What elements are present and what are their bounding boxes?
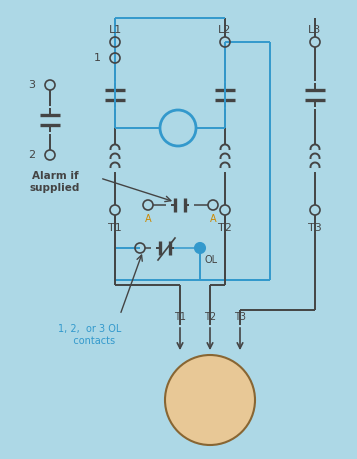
Text: T2: T2 [204, 312, 216, 322]
Text: L2: L2 [218, 25, 232, 35]
Text: T2: T2 [218, 223, 232, 233]
Text: A: A [210, 214, 216, 224]
Text: Motor: Motor [189, 393, 231, 407]
Circle shape [165, 355, 255, 445]
Text: T1: T1 [174, 312, 186, 322]
Text: L1: L1 [109, 25, 122, 35]
Text: 1: 1 [94, 53, 101, 63]
Text: 3: 3 [29, 80, 35, 90]
Text: T1: T1 [108, 223, 122, 233]
Circle shape [195, 243, 205, 253]
Text: Alarm if
supplied: Alarm if supplied [30, 171, 80, 193]
Text: T3: T3 [308, 223, 322, 233]
Text: L3: L3 [308, 25, 322, 35]
Text: 1, 2,  or 3 OL
   contacts: 1, 2, or 3 OL contacts [58, 324, 122, 346]
Text: OL: OL [205, 255, 218, 265]
Text: A: A [145, 214, 151, 224]
Text: T3: T3 [234, 312, 246, 322]
Text: 2: 2 [29, 150, 36, 160]
